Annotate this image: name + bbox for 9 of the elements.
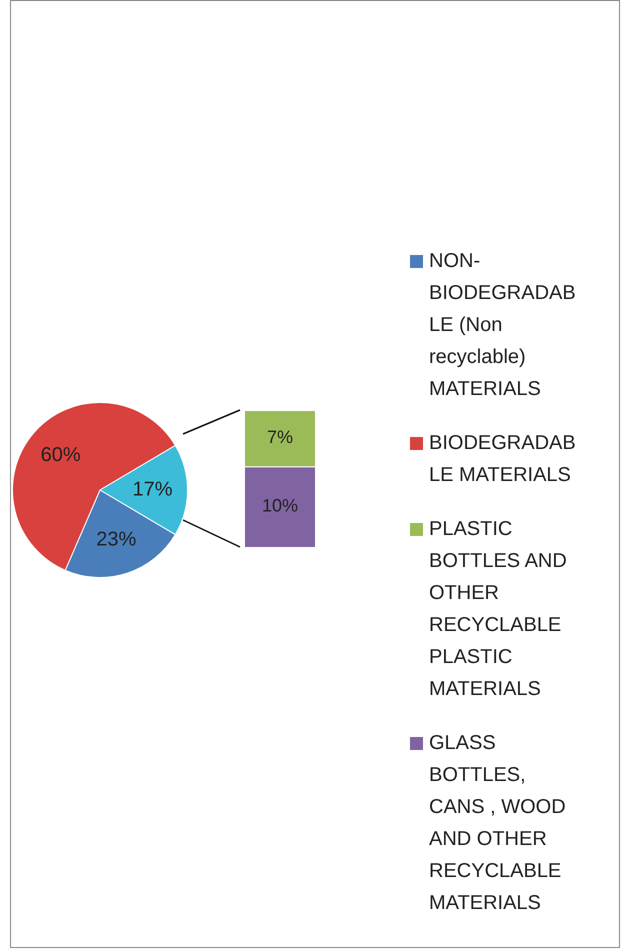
data-label: 10%	[262, 496, 298, 516]
data-label: 7%	[266, 427, 294, 448]
data-label: 60%	[40, 444, 81, 466]
legend-label: BIODEGRADABLE MATERIALS	[429, 431, 577, 488]
data-label: 23%	[96, 528, 136, 550]
data-label: 17%	[132, 478, 173, 501]
legend-label: PLASTIC BOTTLES AND OTHER RECYCLABLE PLASTIC MATERIALS	[429, 517, 568, 702]
legend-label: NON-BIODEGRADABLE (Non recyclable) MATERIALS	[429, 249, 577, 402]
legend-label: GLASS BOTTLES, CANS , WOOD AND OTHER RECYCLABLE MATERIALS	[429, 731, 567, 916]
